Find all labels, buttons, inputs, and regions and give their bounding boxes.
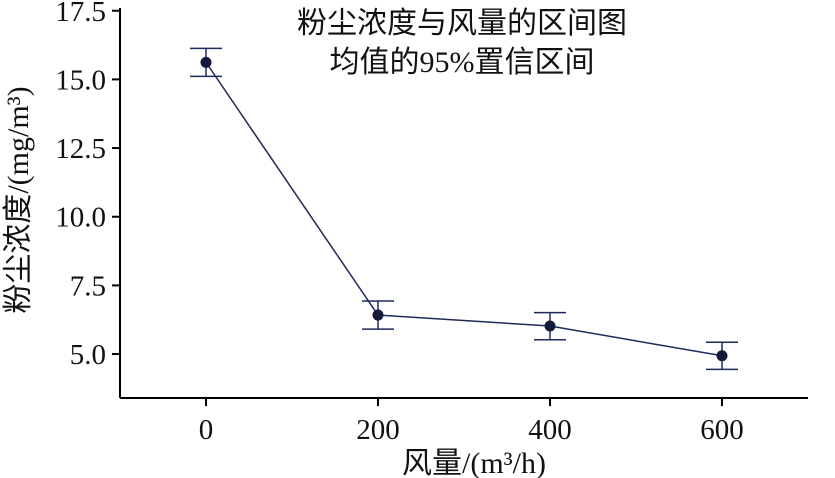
y-tick-label: 15.0 [55, 64, 106, 96]
x-tick-label: 0 [199, 414, 214, 446]
y-tick-label: 17.5 [55, 0, 106, 28]
y-axis-ticks: 5.0 7.5 10.0 12.5 15.0 17.5 [55, 0, 120, 371]
chart-title: 粉尘浓度与风量的区间图 [297, 7, 627, 40]
series-group [190, 47, 738, 371]
y-tick-label: 10.0 [55, 202, 106, 234]
axes [119, 8, 808, 399]
data-point [200, 56, 212, 68]
y-tick-label: 7.5 [70, 270, 106, 302]
data-point [544, 320, 556, 332]
data-point [716, 350, 728, 362]
y-tick-label: 5.0 [70, 339, 106, 371]
x-axis-ticks: 0 200 400 600 [199, 398, 744, 446]
data-point [372, 309, 384, 321]
y-tick-label: 12.5 [55, 133, 106, 165]
x-tick-label: 400 [528, 414, 572, 446]
x-tick-label: 200 [356, 414, 400, 446]
y-axis-label: 粉尘浓度/(mg/m³) [2, 86, 35, 313]
chart-subtitle: 均值的95%置信区间 [330, 46, 595, 79]
x-tick-label: 600 [700, 414, 744, 446]
x-axis-label: 风量/(m³/h) [402, 447, 546, 478]
series-line [205, 61, 723, 357]
